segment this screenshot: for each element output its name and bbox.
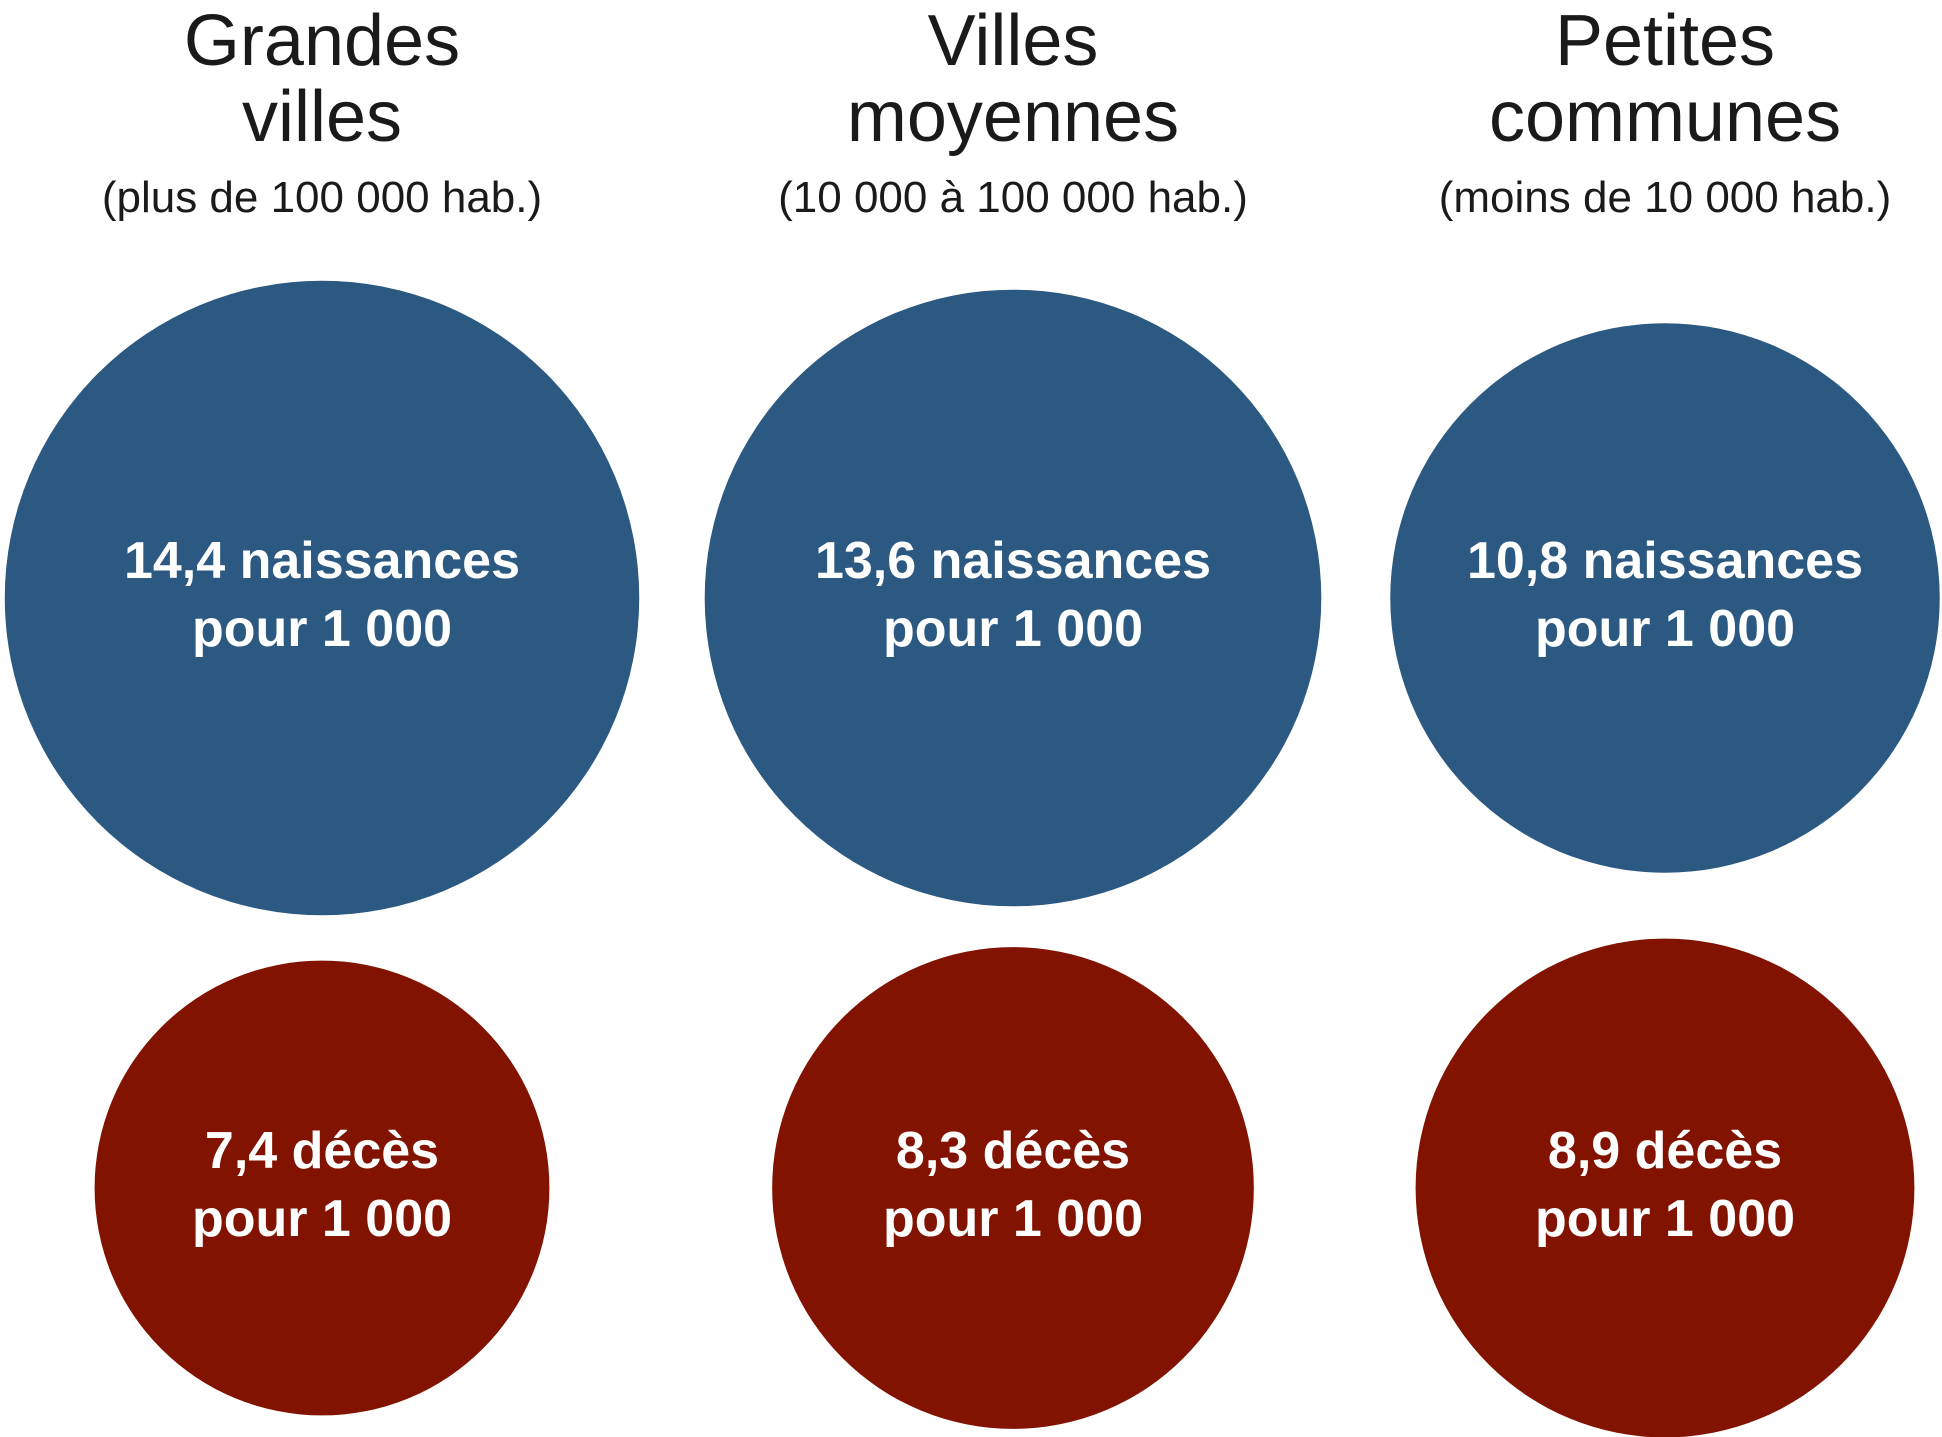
deaths-label: 7,4 décès [205, 1122, 439, 1180]
deaths-bubble [772, 947, 1254, 1429]
births-label: 10,8 naissances [1467, 532, 1863, 590]
column-subtitle: (plus de 100 000 hab.) [102, 173, 542, 222]
deaths-label: pour 1 000 [192, 1190, 452, 1248]
deaths-label: pour 1 000 [883, 1190, 1143, 1248]
births-label: 14,4 naissances [124, 532, 520, 590]
column-title-line: villes [242, 77, 402, 157]
column-title-line: moyennes [847, 77, 1179, 157]
column-title-line: Villes [928, 1, 1099, 81]
births-bubble [704, 289, 1322, 907]
deaths-label: pour 1 000 [1535, 1190, 1795, 1248]
deaths-label: 8,3 décès [896, 1122, 1130, 1180]
births-bubble [1390, 323, 1940, 873]
column-title-line: communes [1489, 77, 1841, 157]
column-title-line: Petites [1555, 1, 1775, 81]
column-subtitle: (10 000 à 100 000 hab.) [778, 173, 1248, 222]
births-label: pour 1 000 [1535, 600, 1795, 658]
column-title-line: Grandes [184, 1, 460, 81]
births-label: pour 1 000 [883, 600, 1143, 658]
deaths-bubble [1415, 938, 1915, 1437]
deaths-bubble [94, 960, 550, 1416]
births-label: pour 1 000 [192, 600, 452, 658]
births-bubble [4, 280, 640, 916]
column-subtitle: (moins de 10 000 hab.) [1439, 173, 1892, 222]
deaths-label: 8,9 décès [1548, 1122, 1782, 1180]
births-label: 13,6 naissances [815, 532, 1211, 590]
